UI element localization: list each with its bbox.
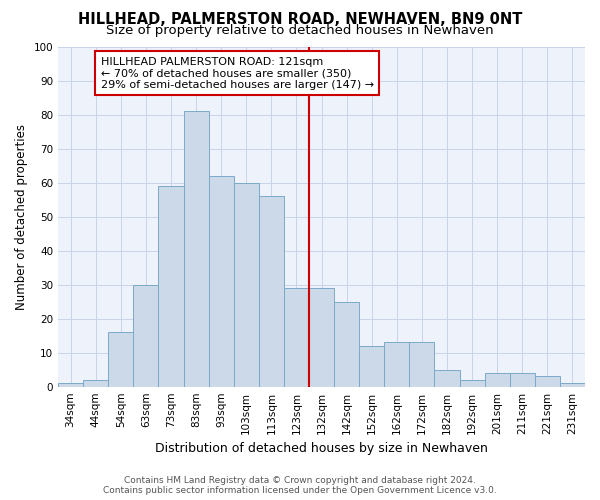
Bar <box>233 182 259 386</box>
Bar <box>83 380 108 386</box>
Bar <box>560 384 585 386</box>
Bar <box>359 346 384 387</box>
Bar <box>58 384 83 386</box>
Y-axis label: Number of detached properties: Number of detached properties <box>15 124 28 310</box>
Bar <box>209 176 233 386</box>
Bar <box>158 186 184 386</box>
Text: Contains HM Land Registry data © Crown copyright and database right 2024.
Contai: Contains HM Land Registry data © Crown c… <box>103 476 497 495</box>
Bar <box>460 380 485 386</box>
X-axis label: Distribution of detached houses by size in Newhaven: Distribution of detached houses by size … <box>155 442 488 455</box>
Bar <box>434 370 460 386</box>
Bar <box>259 196 284 386</box>
Bar <box>409 342 434 386</box>
Bar <box>485 373 510 386</box>
Bar <box>309 288 334 386</box>
Text: Size of property relative to detached houses in Newhaven: Size of property relative to detached ho… <box>106 24 494 37</box>
Bar <box>384 342 409 386</box>
Bar <box>133 284 158 386</box>
Bar <box>184 111 209 386</box>
Bar <box>334 302 359 386</box>
Text: HILLHEAD PALMERSTON ROAD: 121sqm
← 70% of detached houses are smaller (350)
29% : HILLHEAD PALMERSTON ROAD: 121sqm ← 70% o… <box>101 56 374 90</box>
Bar <box>535 376 560 386</box>
Text: HILLHEAD, PALMERSTON ROAD, NEWHAVEN, BN9 0NT: HILLHEAD, PALMERSTON ROAD, NEWHAVEN, BN9… <box>78 12 522 28</box>
Bar <box>108 332 133 386</box>
Bar <box>510 373 535 386</box>
Bar <box>284 288 309 386</box>
